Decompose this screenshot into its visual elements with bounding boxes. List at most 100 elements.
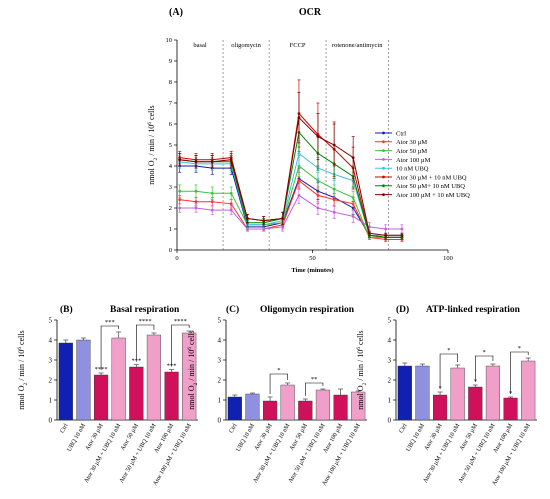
y-axis-label-part: cells bbox=[356, 330, 365, 347]
legend-label: Ator 50 µM+ 10 nM UBQ bbox=[396, 183, 465, 190]
phase-label: basal bbox=[193, 42, 207, 49]
phase-label: FCCP bbox=[290, 42, 306, 49]
phase-label: rotenone/antimycin bbox=[332, 42, 383, 49]
y-tick-label: 2 bbox=[388, 376, 392, 384]
bracket-label: * bbox=[277, 367, 280, 374]
bar bbox=[503, 397, 518, 421]
ocr-legend: Ctrl Ator 30 µM Ator 50 µM Ator 100 µM 10 nM… bbox=[375, 130, 470, 199]
data-point bbox=[316, 194, 320, 197]
panel-b-title: Basal respiration bbox=[110, 305, 180, 315]
data-point bbox=[351, 196, 355, 199]
y-axis-label-part: cells bbox=[147, 105, 156, 122]
y-axis-label: nmol O2 / min / 106 cells bbox=[187, 330, 199, 409]
y-axis-label: nmol O2 / min / 106 cells bbox=[147, 105, 159, 184]
y-axis-label-part: 2 bbox=[153, 157, 159, 160]
y-tick-label: 3 bbox=[388, 356, 392, 364]
bar bbox=[450, 367, 465, 421]
y-axis-label-part: nmol O bbox=[356, 385, 365, 409]
data-point bbox=[210, 191, 214, 195]
significance-bracket bbox=[100, 325, 119, 370]
category-label: Ator 50 µM + UBQ 10 nM bbox=[118, 422, 158, 484]
legend-marker bbox=[382, 184, 385, 188]
significance-bracket bbox=[475, 355, 494, 382]
y-tick-label: 1 bbox=[388, 396, 392, 404]
y-axis-label: nmol O2 / min / 106 cells bbox=[17, 330, 29, 409]
y-tick-label: 1 bbox=[218, 396, 222, 404]
bar bbox=[298, 400, 313, 421]
y-tick-label: 2 bbox=[218, 376, 222, 384]
significance-bracket bbox=[269, 373, 288, 394]
y-tick-label: 2 bbox=[49, 376, 53, 384]
data-point bbox=[210, 200, 214, 204]
bracket-label: * bbox=[447, 347, 450, 354]
y-tick-label: 1 bbox=[169, 226, 172, 233]
data-point bbox=[332, 187, 336, 191]
data-point bbox=[297, 194, 301, 197]
y-axis-label-part: / min / 10 bbox=[356, 350, 365, 383]
bar bbox=[432, 394, 448, 421]
bar bbox=[146, 334, 162, 421]
category-label: Ctrl bbox=[228, 422, 239, 434]
y-tick-label: 5 bbox=[49, 316, 53, 324]
legend-label: Ator 30 µM + 10 nM UBQ bbox=[396, 174, 467, 181]
significance-bracket bbox=[171, 324, 190, 367]
bar bbox=[245, 393, 260, 421]
bar bbox=[129, 366, 144, 421]
series-ator-50-m-10-nm-ubq bbox=[178, 113, 404, 240]
y-tick-label: 0 bbox=[388, 416, 392, 424]
data-point bbox=[384, 227, 388, 231]
data-point bbox=[262, 219, 266, 223]
bracket-label: * bbox=[483, 349, 486, 356]
data-point bbox=[194, 200, 198, 204]
bracket-label: * bbox=[518, 345, 521, 352]
y-axis-label-part: 6 bbox=[356, 347, 362, 350]
y-axis-label: nmol O2 / min / 106 cells bbox=[356, 330, 368, 409]
bracket-label: **** bbox=[174, 318, 187, 325]
legend-marker bbox=[382, 149, 385, 153]
ocr-line-chart: basal oligomycin FCCP rotenone/antimycin 0 1 2… bbox=[147, 37, 453, 274]
panel-a-title: OCR bbox=[299, 7, 322, 18]
legend-label: Ator 30 µM bbox=[396, 139, 427, 146]
data-point bbox=[229, 158, 233, 162]
y-tick-label: 10 bbox=[166, 37, 173, 44]
legend-marker bbox=[382, 131, 385, 135]
x-axis-label: Time (minutes) bbox=[291, 267, 333, 274]
data-point bbox=[210, 208, 214, 212]
data-point bbox=[229, 208, 233, 212]
panel-b-letter: (B) bbox=[60, 304, 73, 315]
bar bbox=[315, 389, 331, 421]
legend-label: Ctrl bbox=[396, 130, 406, 137]
data-point bbox=[316, 135, 320, 139]
category-label: Ctrl bbox=[59, 422, 70, 434]
data-point bbox=[281, 217, 285, 220]
y-tick-label: 4 bbox=[169, 163, 173, 170]
data-point bbox=[229, 202, 233, 206]
significance-bracket bbox=[439, 353, 458, 389]
bar bbox=[76, 339, 91, 421]
data-point bbox=[281, 225, 285, 229]
data-point bbox=[316, 179, 320, 183]
y-tick-label: 5 bbox=[169, 142, 172, 149]
bar bbox=[164, 371, 179, 421]
y-tick-label: 0 bbox=[218, 416, 222, 424]
bar bbox=[262, 400, 278, 421]
bracket-label: *** bbox=[105, 319, 115, 326]
data-point bbox=[368, 231, 371, 235]
bar bbox=[227, 396, 242, 421]
data-point bbox=[178, 189, 182, 193]
data-point bbox=[332, 198, 336, 202]
x-tick-label: 50 bbox=[309, 255, 316, 262]
significance-bracket bbox=[305, 382, 324, 396]
y-axis-label-part: 6 bbox=[187, 347, 193, 350]
data-point bbox=[178, 206, 182, 210]
y-axis-label-part: / min / 10 bbox=[147, 125, 156, 158]
data-point bbox=[194, 206, 198, 210]
panel-c-letter: (C) bbox=[226, 304, 239, 315]
x-tick-label: 0 bbox=[175, 255, 178, 262]
bracket-label: **** bbox=[139, 318, 152, 325]
category-label: Ator 50 µM + UBQ 10 nM bbox=[287, 422, 327, 484]
